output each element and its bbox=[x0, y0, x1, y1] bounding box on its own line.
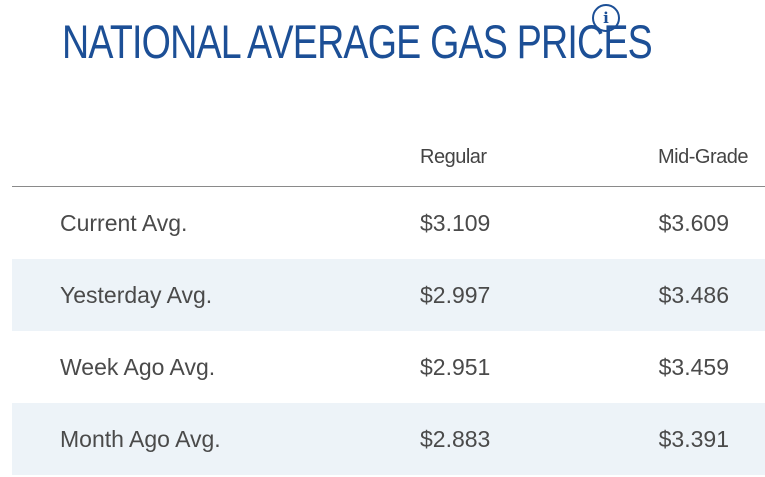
page-title: NATIONAL AVERAGE GAS PRICES bbox=[62, 15, 653, 68]
column-header-regular: Regular bbox=[420, 146, 487, 168]
row-label: Week Ago Avg. bbox=[60, 354, 216, 380]
regular-price: $2.951 bbox=[420, 354, 491, 380]
row-label: Current Avg. bbox=[60, 210, 188, 236]
gas-prices-table: Regular Mid-Grade Current Avg. $3.109 $3… bbox=[12, 130, 765, 475]
table-header: Regular Mid-Grade bbox=[12, 130, 765, 187]
row-label: Month Ago Avg. bbox=[60, 426, 221, 452]
regular-price: $2.883 bbox=[420, 426, 491, 452]
regular-price: $3.109 bbox=[420, 210, 491, 236]
page-header: NATIONAL AVERAGE GAS PRICES bbox=[62, 8, 765, 78]
midgrade-price: $3.486 bbox=[658, 282, 729, 308]
table-row: Week Ago Avg. $2.951 $3.459 bbox=[12, 331, 765, 403]
column-header-midgrade: Mid-Grade bbox=[658, 146, 748, 168]
table-row: Month Ago Avg. $2.883 $3.391 bbox=[12, 403, 765, 475]
table-row: Current Avg. $3.109 $3.609 bbox=[12, 187, 765, 259]
row-label: Yesterday Avg. bbox=[60, 282, 213, 308]
info-icon-glyph: i bbox=[603, 8, 609, 27]
info-icon[interactable]: i bbox=[592, 4, 620, 32]
regular-price: $2.997 bbox=[420, 282, 491, 308]
midgrade-price: $3.609 bbox=[658, 210, 729, 236]
midgrade-price: $3.459 bbox=[658, 354, 729, 380]
midgrade-price: $3.391 bbox=[658, 426, 729, 452]
table-row: Yesterday Avg. $2.997 $3.486 bbox=[12, 259, 765, 331]
